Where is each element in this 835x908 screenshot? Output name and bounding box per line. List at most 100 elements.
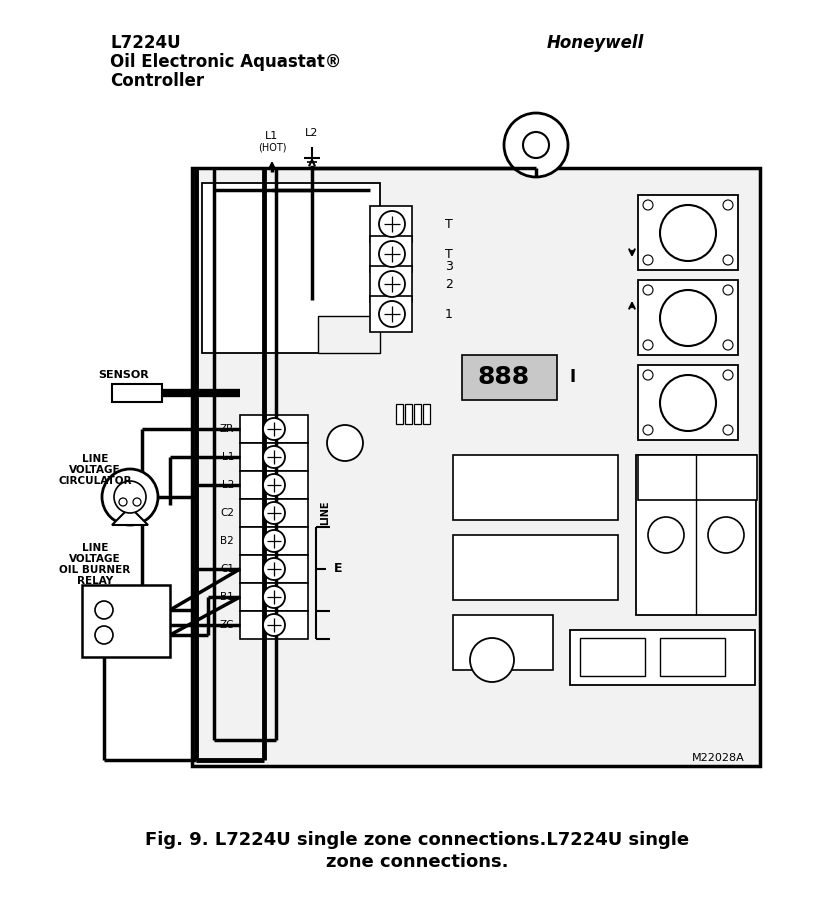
Text: VOLTAGE: VOLTAGE — [69, 554, 121, 564]
Circle shape — [263, 530, 285, 552]
Circle shape — [102, 469, 158, 525]
Text: (HOT): (HOT) — [258, 143, 286, 153]
Circle shape — [723, 200, 733, 210]
Text: Fig. 9. L7224U single zone connections.L7224U single: Fig. 9. L7224U single zone connections.L… — [145, 831, 689, 849]
Circle shape — [263, 418, 285, 440]
Text: L1: L1 — [221, 452, 234, 462]
Bar — [82, 585, 170, 657]
Text: CIRCULATOR: CIRCULATOR — [58, 476, 132, 486]
Text: T: T — [445, 248, 453, 261]
Bar — [370, 236, 412, 272]
Text: T: T — [445, 218, 453, 231]
Circle shape — [95, 626, 113, 644]
Circle shape — [263, 586, 285, 608]
Circle shape — [643, 285, 653, 295]
Circle shape — [643, 425, 653, 435]
Circle shape — [648, 517, 684, 553]
Circle shape — [523, 132, 549, 158]
Bar — [192, 168, 760, 766]
Circle shape — [723, 255, 733, 265]
Circle shape — [263, 614, 285, 636]
Bar — [240, 471, 308, 499]
Circle shape — [327, 425, 363, 461]
Bar — [240, 583, 308, 611]
Text: OIL BURNER: OIL BURNER — [59, 565, 130, 575]
Text: L1: L1 — [266, 131, 279, 141]
Text: 1: 1 — [445, 308, 453, 321]
Bar — [453, 535, 618, 600]
Text: L2: L2 — [221, 480, 234, 490]
Circle shape — [379, 241, 405, 267]
Bar — [638, 455, 757, 500]
Bar — [396, 404, 403, 424]
Bar — [638, 365, 738, 440]
Text: ZC: ZC — [220, 620, 234, 630]
Circle shape — [263, 502, 285, 524]
Text: VOLTAGE: VOLTAGE — [69, 465, 121, 475]
Circle shape — [263, 474, 285, 496]
Bar — [453, 455, 618, 520]
Text: 3: 3 — [445, 261, 453, 273]
Circle shape — [643, 340, 653, 350]
Bar — [240, 527, 308, 555]
Text: C1: C1 — [220, 564, 234, 574]
Circle shape — [643, 200, 653, 210]
Bar — [240, 611, 308, 639]
Text: L2: L2 — [306, 128, 319, 138]
Text: 888: 888 — [478, 365, 530, 389]
Circle shape — [660, 375, 716, 431]
Bar — [370, 296, 412, 332]
Circle shape — [379, 301, 405, 327]
Text: zone connections.: zone connections. — [326, 853, 509, 871]
Circle shape — [708, 517, 744, 553]
FancyBboxPatch shape — [112, 384, 162, 402]
Text: 2: 2 — [445, 278, 453, 291]
Bar — [636, 455, 756, 615]
Circle shape — [723, 370, 733, 380]
Text: I: I — [570, 368, 576, 386]
Bar — [453, 615, 553, 670]
Circle shape — [643, 255, 653, 265]
Text: B1: B1 — [220, 592, 234, 602]
Bar — [130, 384, 162, 402]
Bar — [202, 183, 380, 353]
Circle shape — [723, 425, 733, 435]
Text: LINE: LINE — [320, 500, 330, 525]
Circle shape — [723, 340, 733, 350]
Circle shape — [95, 601, 113, 619]
Bar — [240, 499, 308, 527]
Text: RELAY: RELAY — [77, 576, 113, 586]
Circle shape — [660, 290, 716, 346]
Circle shape — [643, 370, 653, 380]
Circle shape — [114, 481, 146, 513]
Bar — [130, 384, 162, 402]
Bar — [240, 415, 308, 443]
Text: SENSOR: SENSOR — [98, 370, 149, 380]
Circle shape — [263, 446, 285, 468]
Circle shape — [263, 558, 285, 580]
Circle shape — [133, 498, 141, 506]
Bar — [405, 404, 412, 424]
Text: L7224U: L7224U — [110, 34, 180, 52]
Circle shape — [119, 498, 127, 506]
Polygon shape — [112, 507, 148, 525]
Text: Honeywell: Honeywell — [547, 34, 645, 52]
Bar — [240, 555, 308, 583]
Bar — [370, 206, 412, 242]
Bar — [660, 638, 725, 676]
Bar — [240, 443, 308, 471]
Text: E: E — [334, 562, 342, 576]
Text: Oil Electronic Aquastat®: Oil Electronic Aquastat® — [110, 53, 342, 71]
Bar — [462, 355, 557, 400]
Bar — [638, 280, 738, 355]
Text: Controller: Controller — [110, 72, 204, 90]
Text: LINE: LINE — [82, 454, 109, 464]
Circle shape — [121, 384, 139, 402]
Text: M22028A: M22028A — [692, 753, 745, 763]
Circle shape — [723, 285, 733, 295]
Bar — [370, 266, 412, 302]
Bar — [638, 195, 738, 270]
Bar — [423, 404, 430, 424]
Text: LINE: LINE — [82, 543, 109, 553]
Circle shape — [660, 205, 716, 261]
